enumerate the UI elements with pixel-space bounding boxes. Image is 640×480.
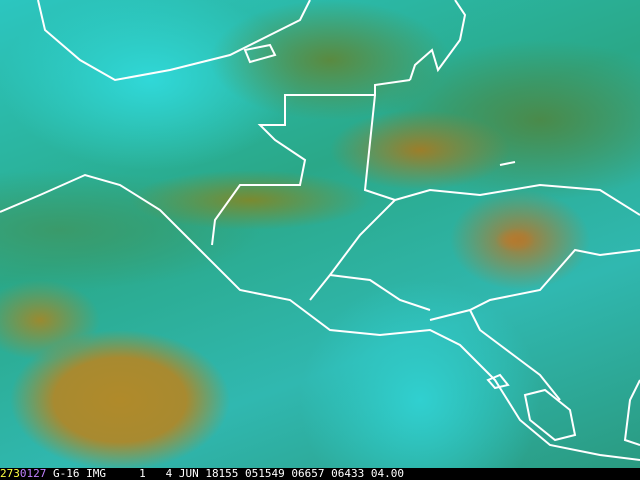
status-bar: 2730127 G-16 IMG 1 4 JUN 18155 051549 06… [0, 468, 640, 480]
lake-nicaragua [523, 388, 577, 442]
coastline-caribbean-north [394, 183, 640, 216]
border-guatemala-belize [363, 94, 396, 201]
coastline-yucatan-gulf [37, 0, 311, 82]
border-guatemala-honduras [309, 199, 396, 301]
border-el-salvador [329, 274, 431, 311]
coastline-pacific [0, 173, 640, 461]
satellite-imagery [0, 0, 640, 468]
islands-caribbean [486, 161, 516, 390]
coastline-yucatan-east [409, 0, 467, 81]
political-borders-overlay [0, 0, 640, 461]
border-mexico-guatemala [211, 79, 411, 246]
frame-code: 0127 [19, 467, 47, 480]
border-honduras-nicaragua [429, 248, 640, 321]
island-cozumel [243, 43, 277, 64]
border-nicaragua-costarica [469, 309, 561, 401]
coastline-east-islands [623, 379, 640, 446]
frame-number: 273 [0, 467, 20, 480]
image-metadata: G-16 IMG 1 4 JUN 18155 051549 06657 0643… [46, 467, 404, 480]
